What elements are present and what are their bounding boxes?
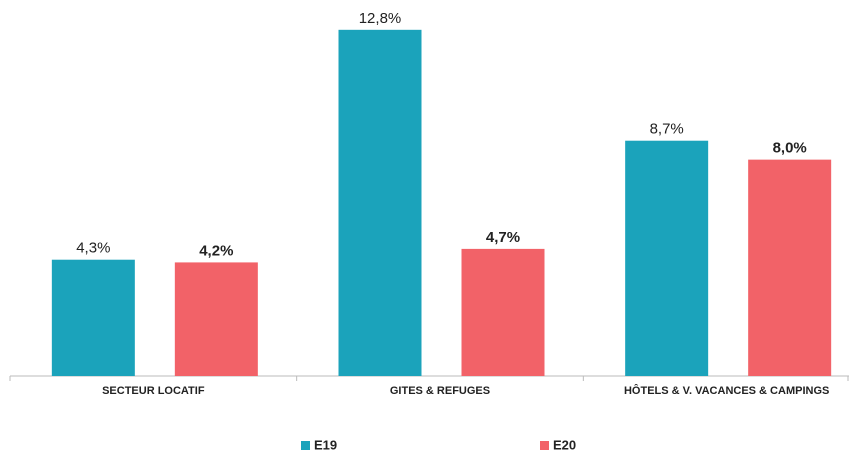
value-label: 4,3%: [76, 240, 110, 257]
bar: [625, 140, 709, 376]
value-label: 4,2%: [199, 242, 233, 259]
value-label: 12,8%: [359, 10, 402, 27]
legend-swatch: [540, 441, 549, 450]
legend-label: E19: [314, 437, 337, 452]
bar: [748, 159, 832, 376]
x-tick-label: GITES & REFUGES: [390, 385, 490, 397]
legend-swatch: [301, 441, 310, 450]
x-tick-label: SECTEUR LOCATIF: [102, 385, 205, 397]
bar: [51, 259, 135, 376]
x-tick-label: HÔTELS & V. VACANCES & CAMPINGS: [624, 384, 829, 397]
value-label: 8,7%: [650, 121, 684, 138]
value-label: 8,0%: [773, 140, 807, 157]
bar: [174, 262, 258, 376]
bar: [338, 29, 422, 377]
legend-label: E20: [553, 437, 576, 452]
value-label: 4,7%: [486, 229, 520, 246]
bar: [461, 248, 545, 376]
